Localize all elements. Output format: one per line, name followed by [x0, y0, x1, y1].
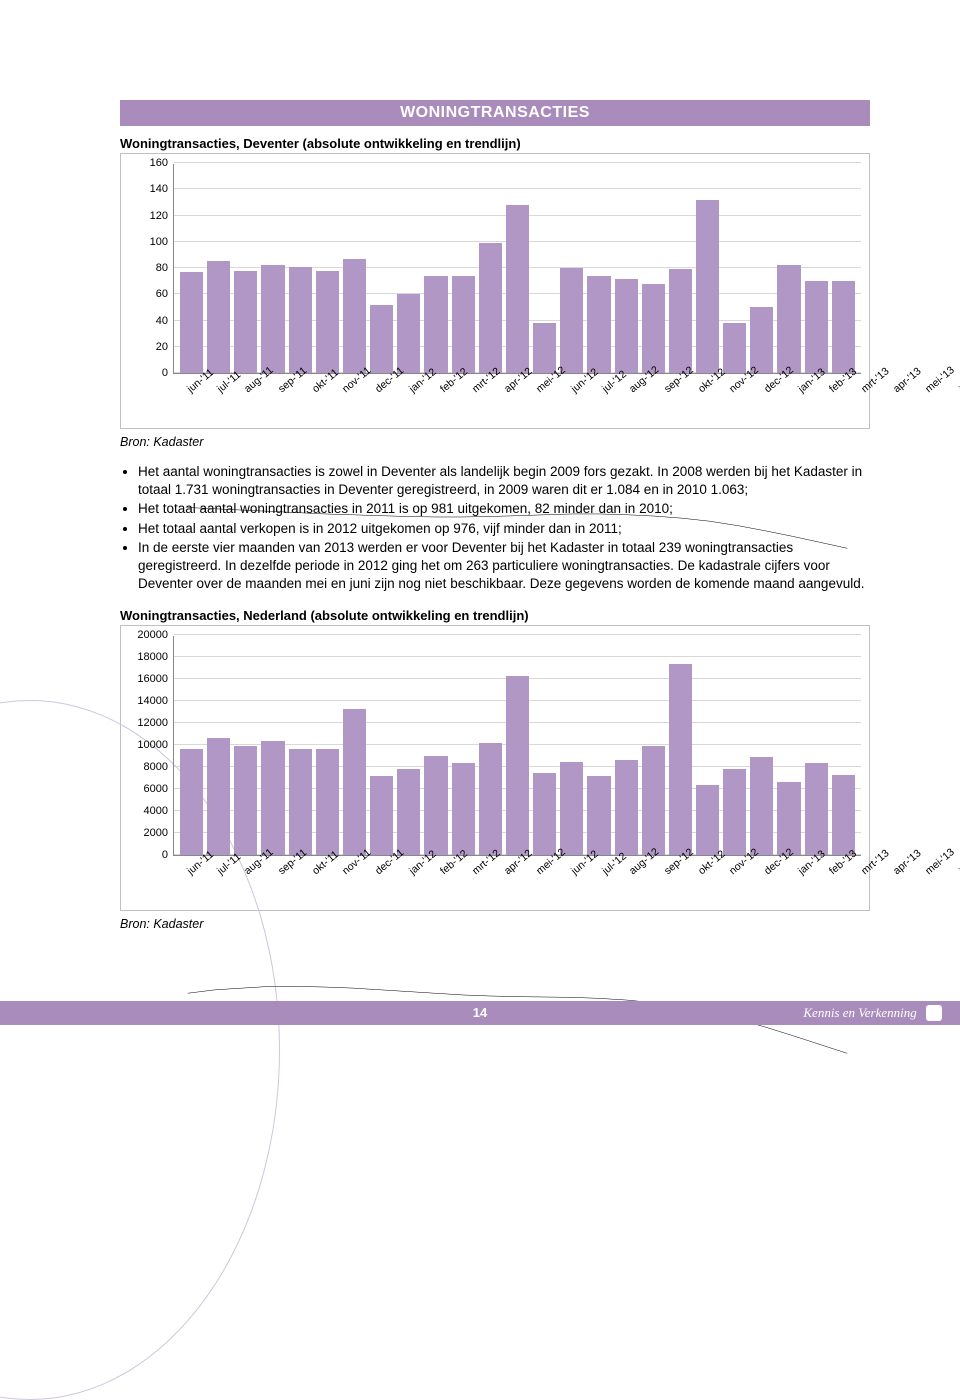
bar — [316, 271, 339, 373]
y-tick-label: 20 — [126, 341, 168, 353]
page-number: 14 — [473, 1001, 487, 1025]
y-tick-label: 2000 — [126, 827, 168, 839]
footer-brand-text: Kennis en Verkenning — [803, 1005, 916, 1020]
y-tick-label: 140 — [126, 183, 168, 195]
bar — [370, 776, 393, 854]
bar — [805, 281, 828, 373]
chart2-caption: Woningtransacties, Nederland (absolute o… — [120, 608, 870, 623]
bullet-item: Het aantal woningtransacties is zowel in… — [138, 463, 870, 499]
y-tick-label: 10000 — [126, 739, 168, 751]
bar — [669, 269, 692, 373]
bar — [560, 268, 583, 373]
bar — [533, 323, 556, 373]
chart1-source: Bron: Kadaster — [120, 435, 870, 449]
bar — [669, 664, 692, 854]
footer-brand: Kennis en Verkenning — [803, 1001, 942, 1025]
y-tick-label: 40 — [126, 315, 168, 327]
chart2-source: Bron: Kadaster — [120, 917, 870, 931]
y-tick-label: 8000 — [126, 761, 168, 773]
y-tick-label: 60 — [126, 288, 168, 300]
bar — [832, 775, 855, 854]
bar — [316, 749, 339, 855]
section-title-bar: WONINGTRANSACTIES — [120, 100, 870, 126]
bar — [289, 267, 312, 373]
y-tick-label: 6000 — [126, 783, 168, 795]
bar — [533, 773, 556, 854]
bar — [289, 749, 312, 855]
bar — [479, 743, 502, 854]
bar — [696, 200, 719, 373]
bar — [234, 271, 257, 373]
bar — [343, 259, 366, 373]
bar — [723, 323, 746, 373]
bar — [723, 769, 746, 855]
y-tick-label: 0 — [126, 367, 168, 379]
gridline — [174, 162, 861, 163]
y-tick-label: 4000 — [126, 805, 168, 817]
bullet-list: Het aantal woningtransacties is zowel in… — [138, 463, 870, 594]
bullet-item: Het totaal aantal verkopen is in 2012 ui… — [138, 520, 870, 538]
bar — [587, 776, 610, 854]
y-tick-label: 18000 — [126, 651, 168, 663]
bar — [397, 769, 420, 855]
bar — [750, 307, 773, 373]
bar — [587, 276, 610, 373]
bar — [261, 741, 284, 854]
bar — [343, 709, 366, 854]
footer-logo-icon — [926, 1005, 942, 1021]
y-tick-label: 12000 — [126, 717, 168, 729]
bar — [642, 746, 665, 855]
bar — [777, 782, 800, 855]
bar — [207, 738, 230, 855]
bar — [777, 265, 800, 373]
bar — [560, 762, 583, 854]
bar — [506, 676, 529, 854]
bar — [832, 281, 855, 373]
bar — [424, 756, 447, 855]
y-tick-label: 16000 — [126, 673, 168, 685]
chart2: 0 2000 4000 6000 8000 10000 12000 14000 16000 180… — [129, 636, 861, 906]
bar — [180, 272, 203, 373]
chart2-box: 0 2000 4000 6000 8000 10000 12000 14000 16000 180… — [120, 625, 870, 911]
y-tick-label: 100 — [126, 236, 168, 248]
chart1-box: 020406080100120140160jun-'11jul-'11aug-'… — [120, 153, 870, 429]
bar — [397, 294, 420, 373]
y-tick-label: 14000 — [126, 695, 168, 707]
bar — [696, 785, 719, 854]
y-tick-label: 80 — [126, 262, 168, 274]
bar — [750, 757, 773, 855]
bar — [642, 284, 665, 373]
bar — [506, 205, 529, 373]
y-tick-label: 120 — [126, 210, 168, 222]
bullet-item: In de eerste vier maanden van 2013 werde… — [138, 539, 870, 594]
bar — [370, 305, 393, 373]
bar — [261, 265, 284, 373]
y-tick-label: 160 — [126, 157, 168, 169]
footer-bar: 14 Kennis en Verkenning — [0, 1001, 960, 1025]
bar — [180, 749, 203, 855]
y-tick-label: 0 — [126, 849, 168, 861]
bar — [805, 763, 828, 854]
bar — [452, 276, 475, 373]
bar — [615, 279, 638, 374]
chart1-caption: Woningtransacties, Deventer (absolute on… — [120, 136, 870, 151]
bar — [452, 763, 475, 854]
gridline — [174, 634, 861, 635]
y-tick-label: 20000 — [126, 629, 168, 641]
bullet-item: Het totaal aantal woningtransacties in 2… — [138, 500, 870, 518]
bar — [234, 746, 257, 855]
bar — [207, 261, 230, 373]
bar — [615, 760, 638, 855]
chart1: 020406080100120140160jun-'11jul-'11aug-'… — [129, 164, 861, 424]
bar — [424, 276, 447, 373]
bar — [479, 243, 502, 373]
